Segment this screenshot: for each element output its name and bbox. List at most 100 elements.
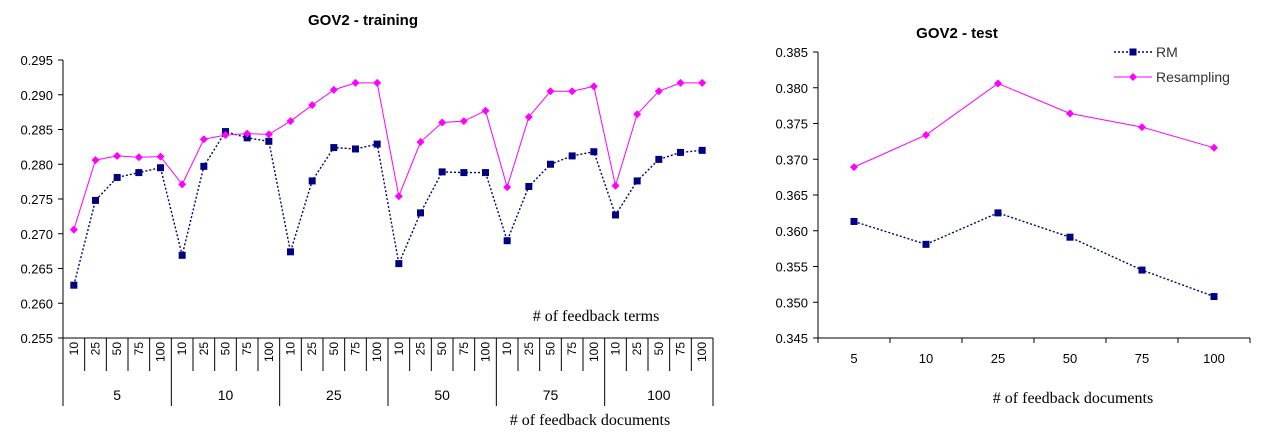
data-point-rm: [330, 144, 338, 152]
series-line-rm: [73, 130, 703, 286]
x-sub-label: 10: [609, 342, 623, 356]
x-sub-label: 25: [197, 342, 211, 356]
x-sub-label: 10: [392, 342, 406, 356]
y-tick-label: 0.355: [775, 260, 808, 275]
y-tick-label: 0.375: [775, 117, 808, 132]
y-tick-label: 0.370: [775, 152, 808, 167]
data-point-resampling: [91, 156, 100, 165]
data-point-rm: [1210, 293, 1218, 301]
data-point-rm: [438, 168, 446, 176]
y-tick-label: 0.280: [20, 157, 53, 172]
x-sub-label: 10: [175, 342, 189, 356]
data-point-resampling: [156, 152, 165, 161]
x-sub-label: 100: [154, 342, 168, 362]
x-sub-label: 100: [262, 342, 276, 362]
data-point-rm: [994, 209, 1002, 217]
x-sub-label: 50: [544, 342, 558, 356]
x-group-label: 50: [434, 387, 450, 403]
x-group-label: 5: [113, 387, 121, 403]
y-tick-label: 0.285: [20, 123, 53, 138]
data-point-resampling: [546, 87, 555, 96]
data-point-resampling: [524, 112, 533, 121]
data-point-resampling: [698, 78, 707, 87]
y-tick-label: 0.290: [20, 88, 53, 103]
x-sub-label: 100: [587, 342, 601, 362]
y-tick-label: 0.360: [775, 224, 808, 239]
data-point-rm: [590, 148, 598, 156]
chart-title-training: GOV2 - training: [308, 12, 418, 29]
data-point-rm: [568, 152, 576, 160]
y-tick-label: 0.350: [775, 295, 808, 310]
data-point-rm: [482, 169, 489, 177]
x-sub-label: 75: [457, 342, 471, 356]
data-point-rm: [677, 148, 684, 156]
x-tick-label: 75: [1135, 351, 1149, 366]
data-point-rm: [113, 173, 121, 181]
x-sub-label: 50: [327, 342, 341, 356]
test-chart: 0.345 0.350 0.355 0.360 0.365 0.370 0.375 0.380…: [775, 45, 1251, 366]
data-point-resampling: [438, 118, 447, 127]
data-point-resampling: [286, 117, 295, 126]
x-sub-label: 75: [132, 342, 146, 356]
data-point-rm: [1066, 233, 1074, 241]
y-tick-label: 0.260: [20, 296, 53, 311]
x-tick-label: 10: [919, 351, 933, 366]
y-tick-label: 0.255: [20, 331, 53, 346]
data-point-rm: [633, 177, 641, 185]
x-sub-label: 75: [349, 342, 363, 356]
data-point-resampling: [69, 225, 78, 234]
x-sub-label: 50: [435, 342, 449, 356]
x-sub-label: 50: [652, 342, 666, 356]
data-point-resampling: [221, 131, 230, 140]
chart-title-test: GOV2 - test: [916, 25, 998, 42]
x-sub-label: 10: [500, 342, 514, 356]
x-tick-label: 50: [1063, 351, 1077, 366]
data-point-rm: [243, 134, 251, 142]
x-sub-label: 25: [305, 342, 319, 356]
x-sub-label: 100: [695, 342, 709, 362]
data-point-rm: [135, 169, 143, 177]
data-point-resampling: [308, 101, 317, 110]
x-sub-label: 75: [565, 342, 579, 356]
x-sub-label: 10: [67, 342, 81, 356]
data-point-resampling: [654, 87, 663, 96]
data-point-resampling: [611, 181, 620, 190]
x-sub-label: 75: [240, 342, 254, 356]
training-chart: 0.255 0.260 0.265 0.270 0.275 0.280 0.285 0.290…: [20, 53, 714, 406]
y-tick-label: 0.270: [20, 227, 53, 242]
x-sub-label: 25: [414, 342, 428, 356]
data-point-resampling: [264, 130, 273, 139]
y-tick-label: 0.295: [20, 53, 53, 68]
x-sub-label: 10: [284, 342, 298, 356]
legend-marker-rm: [1129, 48, 1137, 56]
data-point-resampling: [589, 82, 598, 91]
x-tick-label: 25: [991, 351, 1005, 366]
data-point-rm: [157, 164, 164, 172]
data-point-resampling: [416, 138, 425, 147]
data-point-resampling: [134, 153, 143, 162]
legend-label-rm: RM: [1156, 44, 1178, 60]
x-axis-label-training: # of feedback documents: [510, 412, 670, 429]
data-point-resampling: [503, 183, 512, 192]
x-tick-label: 100: [1203, 351, 1225, 366]
data-point-resampling: [394, 192, 403, 201]
data-point-resampling: [676, 78, 685, 87]
data-point-rm: [178, 251, 186, 259]
data-point-resampling: [373, 78, 382, 87]
y-tick-label: 0.345: [775, 331, 808, 346]
data-point-resampling: [922, 130, 930, 139]
x-group-label: 25: [326, 387, 342, 403]
y-tick-label: 0.265: [20, 262, 53, 277]
x-sub-label: 25: [630, 342, 644, 356]
data-point-rm: [373, 140, 381, 148]
data-point-resampling: [243, 129, 252, 138]
data-point-rm: [200, 162, 208, 170]
data-point-rm: [612, 211, 619, 219]
legend: RM Resampling: [1114, 44, 1230, 85]
data-point-rm: [503, 237, 511, 245]
data-point-resampling: [351, 78, 360, 87]
data-point-rm: [92, 196, 99, 204]
series-line-resampling: [73, 82, 703, 230]
data-point-resampling: [113, 151, 122, 160]
data-point-rm: [70, 281, 78, 289]
